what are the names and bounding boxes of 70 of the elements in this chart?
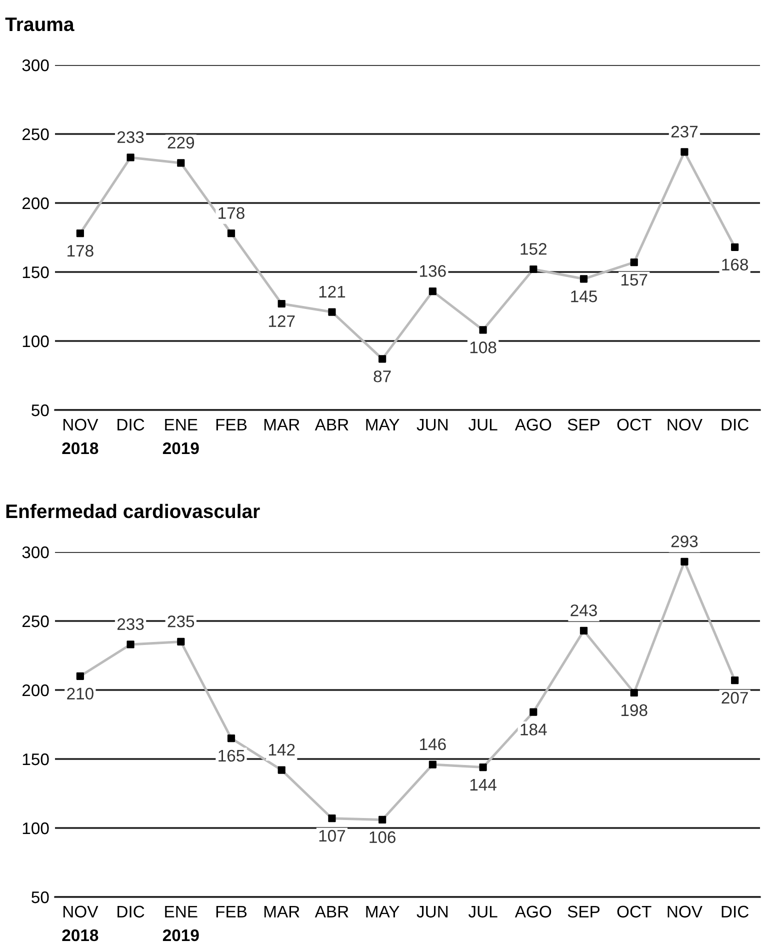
y-tick-label: 250 [22,615,49,628]
x-tick-label: NOV [668,906,702,918]
data-label: 142 [268,744,295,756]
x-tick-label: SEP [568,906,600,918]
data-label: 87 [374,370,391,382]
x-tick-label: NOV 2018 [62,906,98,942]
y-tick-label: 300 [22,59,49,72]
x-tick-label: DIC [118,906,144,918]
x-tick-label: AGO [514,418,552,431]
y-tick-label: 50 [32,404,49,416]
data-label: 145 [571,290,597,302]
x-tick-label: DIC [722,418,749,431]
data-label: 107 [319,830,346,842]
data-label: 144 [470,779,496,790]
x-tick-label: JUN [416,418,448,431]
x-tick-label: NOV [668,418,702,431]
x-tick-label: SEP [568,418,600,431]
x-tick-label: JUL [468,418,498,431]
x-tick-label: ABR [314,906,348,918]
y-tick-label: 150 [22,753,49,766]
y-tick-label: 200 [22,197,49,210]
x-tick-label: MAY [366,418,400,430]
y-tick-label: 250 [22,128,49,140]
data-label: 207 [722,692,748,704]
x-tick-label: OCT [617,906,652,918]
x-tick-label: ENE 2019 [162,418,199,454]
x-tick-label: DIC [118,418,144,431]
data-label: 157 [621,274,648,286]
y-tick-label: 100 [22,822,49,834]
data-label: 178 [68,244,94,257]
x-tick-label: DIC [722,906,749,918]
chart-title: Enfermedad cardiovascular [6,504,260,518]
data-label: 233 [117,618,144,630]
x-tick-label: JUL [468,906,498,918]
y-tick-label: 50 [32,891,49,904]
data-label: 165 [218,750,244,762]
data-label: 198 [621,704,648,716]
data-label: 108 [470,342,496,354]
x-tick-label: AGO [514,906,552,918]
x-tick-label: OCT [617,418,652,431]
data-label: 229 [168,136,194,149]
data-label: 233 [117,131,144,144]
data-label: 243 [570,604,597,616]
data-label: 152 [520,243,546,255]
data-label: 168 [722,258,748,271]
chart-title: Trauma [5,18,74,32]
data-label: 146 [420,738,446,750]
data-label: 178 [218,207,244,219]
data-label: 184 [520,724,547,736]
x-tick-label: FEB [216,906,247,918]
x-tick-label: NOV 2018 [62,418,98,454]
data-label: 136 [420,265,446,277]
x-tick-label: MAR [264,906,300,918]
x-tick-label: MAY [366,906,400,918]
y-tick-label: 200 [22,684,49,696]
data-label: 237 [671,126,698,138]
x-tick-label: MAR [264,418,300,430]
data-label: 210 [67,688,94,700]
x-tick-label: FEB [216,418,247,430]
data-label: 293 [671,535,698,548]
data-label: 127 [268,315,295,327]
y-tick-label: 300 [22,546,49,558]
x-tick-label: ABR [314,418,348,430]
y-tick-label: 150 [22,266,49,278]
data-label: 235 [168,615,194,628]
x-tick-label: ENE 2019 [162,906,199,942]
x-tick-label: JUN [416,906,448,918]
y-tick-label: 100 [22,335,49,348]
data-label: 106 [370,831,396,844]
data-label: 121 [319,286,346,298]
